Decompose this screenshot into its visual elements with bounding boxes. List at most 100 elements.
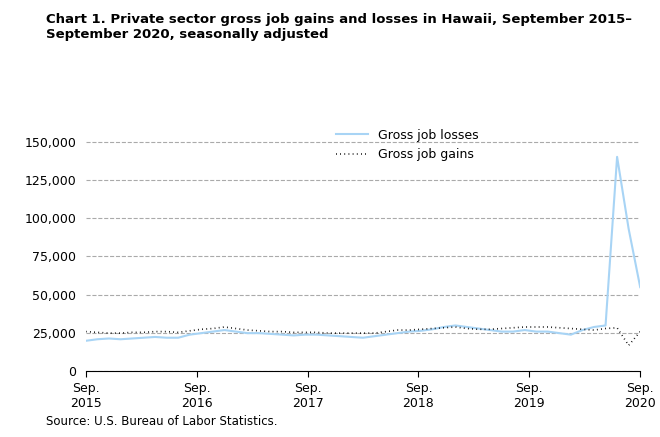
Gross job gains xyxy=(578,327,587,332)
Gross job gains xyxy=(602,326,610,331)
Gross job gains xyxy=(162,329,170,334)
Gross job gains xyxy=(197,327,205,332)
Gross job gains xyxy=(313,330,321,335)
Gross job losses xyxy=(636,284,644,290)
Gross job gains xyxy=(324,330,332,336)
Gross job losses xyxy=(532,329,540,334)
Gross job gains xyxy=(532,324,540,329)
Gross job losses xyxy=(440,324,447,329)
Gross job losses xyxy=(128,336,136,341)
Gross job gains xyxy=(475,327,482,332)
Gross job gains xyxy=(140,330,148,335)
Gross job losses xyxy=(301,332,309,337)
Gross job gains xyxy=(255,328,263,333)
Gross job gains xyxy=(382,329,390,334)
Gross job losses xyxy=(359,335,367,340)
Gross job losses xyxy=(486,327,494,333)
Gross job gains xyxy=(428,326,436,331)
Gross job losses xyxy=(162,335,170,340)
Line: Gross job gains: Gross job gains xyxy=(86,327,640,345)
Text: Source: U.S. Bureau of Labor Statistics.: Source: U.S. Bureau of Labor Statistics. xyxy=(46,415,278,428)
Gross job gains xyxy=(590,327,598,333)
Gross job gains xyxy=(451,324,459,329)
Gross job losses xyxy=(174,335,182,340)
Gross job losses xyxy=(510,329,517,334)
Gross job losses xyxy=(197,330,205,336)
Gross job losses xyxy=(428,327,436,332)
Gross job gains xyxy=(290,330,298,335)
Gross job gains xyxy=(279,329,286,334)
Gross job losses xyxy=(371,333,379,339)
Line: Gross job losses: Gross job losses xyxy=(86,157,640,341)
Gross job losses xyxy=(382,332,390,337)
Gross job losses xyxy=(463,324,471,329)
Gross job losses xyxy=(475,326,482,331)
Gross job losses xyxy=(116,336,124,342)
Gross job losses xyxy=(602,323,610,328)
Gross job gains xyxy=(347,330,355,336)
Gross job gains xyxy=(417,327,425,332)
Gross job gains xyxy=(174,330,182,335)
Gross job gains xyxy=(128,330,136,335)
Gross job gains xyxy=(82,329,90,334)
Gross job losses xyxy=(267,331,275,336)
Gross job losses xyxy=(324,333,332,338)
Gross job losses xyxy=(220,327,228,333)
Gross job losses xyxy=(544,329,552,334)
Gross job gains xyxy=(301,330,309,335)
Gross job gains xyxy=(186,328,194,333)
Gross job losses xyxy=(94,336,102,342)
Gross job gains xyxy=(393,327,401,333)
Gross job losses xyxy=(613,154,621,160)
Gross job losses xyxy=(405,329,413,334)
Gross job losses xyxy=(244,330,251,336)
Gross job gains xyxy=(116,330,124,336)
Gross job losses xyxy=(521,327,529,333)
Gross job losses xyxy=(151,334,159,340)
Gross job gains xyxy=(544,324,552,329)
Gross job gains xyxy=(440,325,447,330)
Gross job gains xyxy=(486,327,494,332)
Gross job gains xyxy=(510,325,517,330)
Gross job losses xyxy=(82,338,90,343)
Gross job losses xyxy=(347,334,355,340)
Gross job losses xyxy=(624,226,632,232)
Gross job gains xyxy=(371,330,379,336)
Gross job gains xyxy=(94,330,102,335)
Gross job gains xyxy=(151,329,159,334)
Gross job gains xyxy=(498,326,506,331)
Gross job gains xyxy=(463,326,471,331)
Gross job losses xyxy=(140,335,148,340)
Gross job losses xyxy=(498,329,506,334)
Gross job gains xyxy=(209,326,216,331)
Gross job losses xyxy=(186,332,194,337)
Gross job gains xyxy=(613,325,621,330)
Gross job losses xyxy=(590,324,598,329)
Gross job gains xyxy=(624,343,632,348)
Gross job gains xyxy=(567,326,575,331)
Gross job gains xyxy=(636,329,644,334)
Gross job gains xyxy=(521,324,529,329)
Legend: Gross job losses, Gross job gains: Gross job losses, Gross job gains xyxy=(331,124,483,166)
Gross job losses xyxy=(417,328,425,333)
Gross job losses xyxy=(393,330,401,336)
Gross job gains xyxy=(405,327,413,333)
Gross job gains xyxy=(220,324,228,329)
Gross job losses xyxy=(313,332,321,337)
Gross job losses xyxy=(209,329,216,334)
Gross job losses xyxy=(336,333,344,339)
Gross job losses xyxy=(451,323,459,328)
Gross job gains xyxy=(359,330,367,336)
Gross job gains xyxy=(244,327,251,333)
Gross job gains xyxy=(232,326,240,331)
Gross job gains xyxy=(105,330,113,336)
Gross job losses xyxy=(232,329,240,334)
Gross job gains xyxy=(336,330,344,336)
Gross job losses xyxy=(105,336,113,341)
Gross job losses xyxy=(578,327,587,333)
Gross job gains xyxy=(267,329,275,334)
Text: Chart 1. Private sector gross job gains and losses in Hawaii, September 2015–
Se: Chart 1. Private sector gross job gains … xyxy=(46,13,632,41)
Gross job losses xyxy=(567,332,575,337)
Gross job losses xyxy=(255,330,263,336)
Gross job losses xyxy=(556,330,564,336)
